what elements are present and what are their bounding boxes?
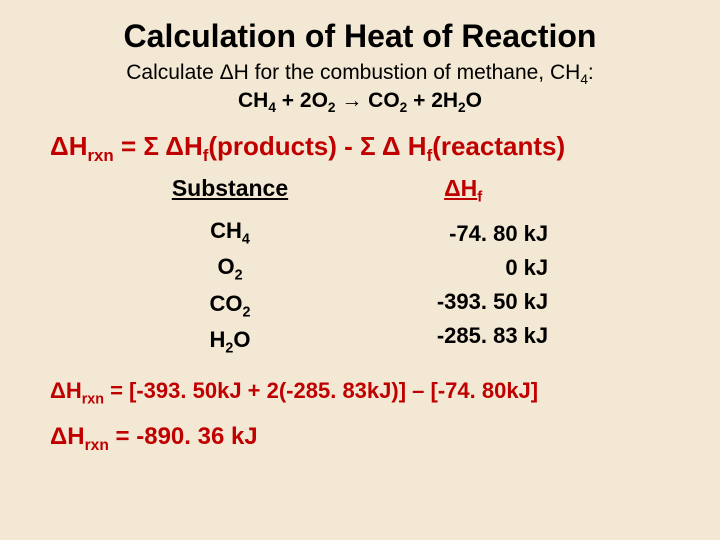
problem-statement: Calculate ΔH for the combustion of metha… (30, 61, 690, 87)
delta-h-formula: ΔHrxn = Σ ΔHf(products) - Σ Δ Hf(reactan… (50, 131, 690, 166)
result-line: ΔHrxn = -890. 36 kJ (50, 423, 690, 455)
table-row: -285. 83 kJ (378, 319, 548, 353)
substance-header: Substance (172, 175, 288, 202)
table-row: CH4 (210, 214, 250, 251)
table-row: -393. 50 kJ (378, 285, 548, 319)
table-row: H2O (210, 323, 251, 360)
enthalpy-table: Substance CH4 O2 CO2 H2O ΔHf -74. 80 kJ … (110, 175, 610, 360)
table-row: 0 kJ (378, 251, 548, 285)
dhf-header: ΔHf (444, 175, 482, 206)
slide-title: Calculation of Heat of Reaction (30, 18, 690, 55)
table-row: -74. 80 kJ (378, 217, 548, 251)
substance-column: Substance CH4 O2 CO2 H2O (172, 175, 288, 360)
chemical-equation: CH4 + 2O2 → CO2 + 2H2O (30, 89, 690, 115)
table-row: O2 (217, 250, 242, 287)
calculation-line: ΔHrxn = [-393. 50kJ + 2(-285. 83kJ)] – [… (50, 378, 690, 407)
table-row: CO2 (210, 287, 251, 324)
value-column: ΔHf -74. 80 kJ 0 kJ -393. 50 kJ -285. 83… (378, 175, 548, 360)
